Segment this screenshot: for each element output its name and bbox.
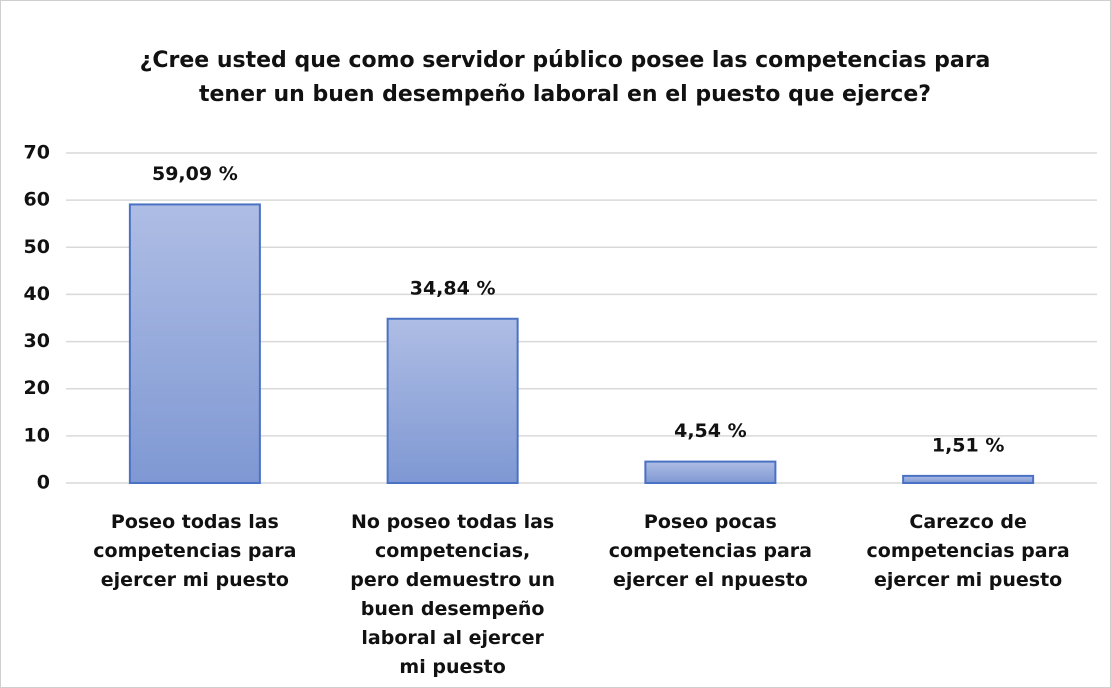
data-label: 1,51 %	[932, 434, 1005, 456]
data-label: 34,84 %	[410, 277, 496, 299]
y-tick-label: 0	[37, 472, 50, 494]
bar	[128, 203, 261, 484]
y-tick-label: 20	[24, 377, 50, 399]
data-label: 4,54 %	[674, 420, 747, 442]
y-tick-label: 60	[24, 189, 50, 211]
y-tick-label: 70	[24, 142, 50, 164]
y-tick-label: 40	[24, 283, 50, 305]
bar	[644, 460, 777, 484]
x-tick-label: Carezco de competencias para ejercer mi …	[866, 511, 1070, 591]
data-label: 59,09 %	[152, 163, 238, 185]
y-tick-label: 10	[24, 424, 50, 446]
bar	[386, 317, 519, 484]
x-tick-label: No poseo todas las competencias, pero de…	[350, 511, 555, 678]
chart-title: ¿Cree usted que como servidor público po…	[139, 48, 991, 107]
x-tick-label: Poseo todas las competencias para ejerce…	[93, 511, 297, 591]
y-tick-label: 30	[24, 330, 50, 352]
x-tick-label: Poseo pocas competencias para ejercer el…	[608, 511, 812, 591]
y-tick-label: 50	[24, 236, 50, 258]
bar	[902, 474, 1035, 485]
